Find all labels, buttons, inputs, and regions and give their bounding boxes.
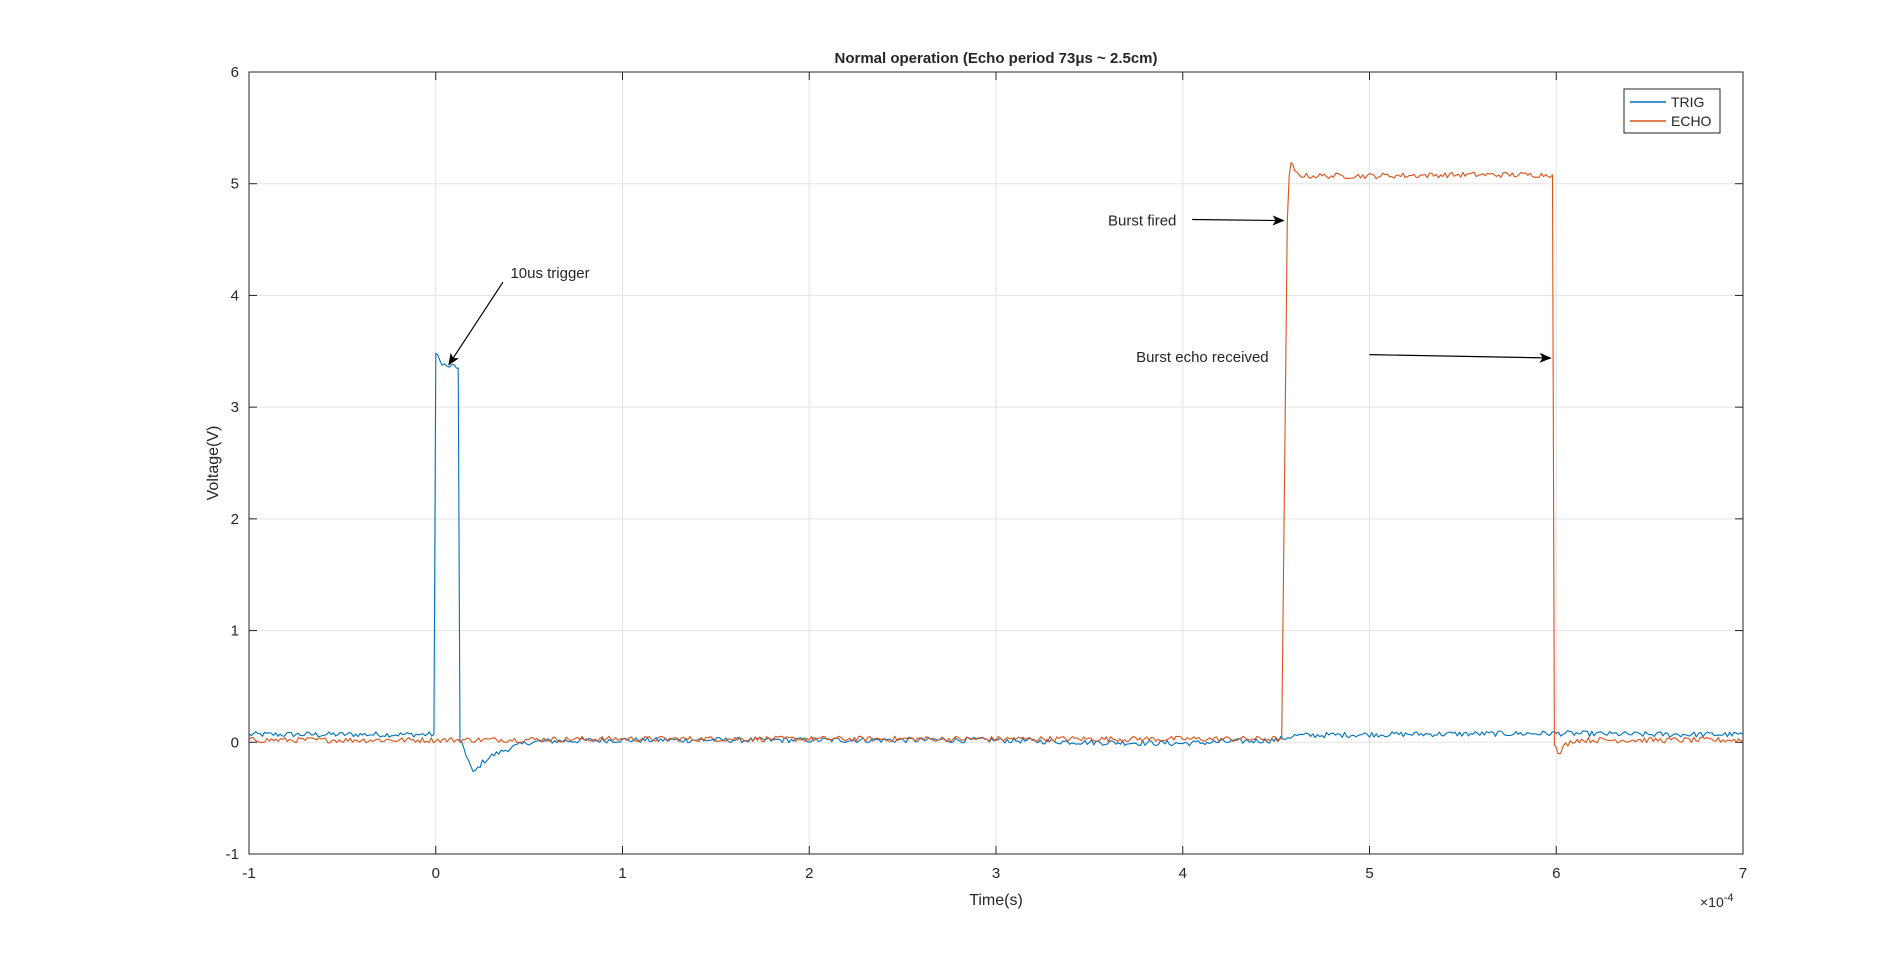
annotation-text: 10us trigger (510, 265, 589, 282)
x-tick-label: 4 (1179, 865, 1187, 882)
annotation-arrow (1192, 215, 1285, 226)
x-tick-label: 3 (992, 865, 1000, 882)
annotation-text: Burst fired (1108, 213, 1176, 230)
series-line-echo (249, 162, 1743, 755)
legend-label: TRIG (1671, 94, 1704, 110)
x-tick-label: 2 (805, 865, 813, 882)
legend-label: ECHO (1671, 113, 1712, 129)
annotation-arrow (1369, 352, 1552, 363)
x-tick-label: -1 (242, 865, 255, 882)
x-tick-label: 5 (1365, 865, 1373, 882)
y-tick-label: 1 (231, 623, 239, 640)
x-tick-label: 6 (1552, 865, 1560, 882)
y-tick-label: 0 (231, 734, 239, 751)
y-axis-label: Voltage(V) (205, 426, 222, 501)
series-line-trig (249, 352, 1743, 773)
y-tick-label: 2 (231, 511, 239, 528)
y-tick-label: 4 (231, 287, 239, 304)
x-tick-label: 1 (618, 865, 626, 882)
x-exponent-label: ×10-4 (1700, 892, 1734, 910)
legend: TRIG ECHO (1623, 88, 1721, 134)
y-tick-label: -1 (226, 846, 239, 863)
annotation-arrow (448, 281, 504, 366)
x-axis-label: Time(s) (969, 892, 1023, 909)
axes: -1 0 1 2 3 4 5 6 7 -1 0 1 2 3 4 5 6 (226, 64, 1748, 882)
y-tick-label: 6 (231, 64, 239, 81)
annotation-text: Burst echo received (1136, 349, 1269, 366)
y-tick-label: 3 (231, 399, 239, 416)
y-tick-label: 5 (231, 176, 239, 193)
legend-box (1623, 88, 1721, 134)
x-tick-label: 7 (1739, 865, 1747, 882)
chart-title: Normal operation (Echo period 73μs ~ 2.5… (834, 50, 1157, 67)
x-tick-label: 0 (432, 865, 440, 882)
annotations: 10us trigger Burst fired Burst echo receiv… (448, 213, 1552, 366)
series-lines (249, 162, 1743, 773)
